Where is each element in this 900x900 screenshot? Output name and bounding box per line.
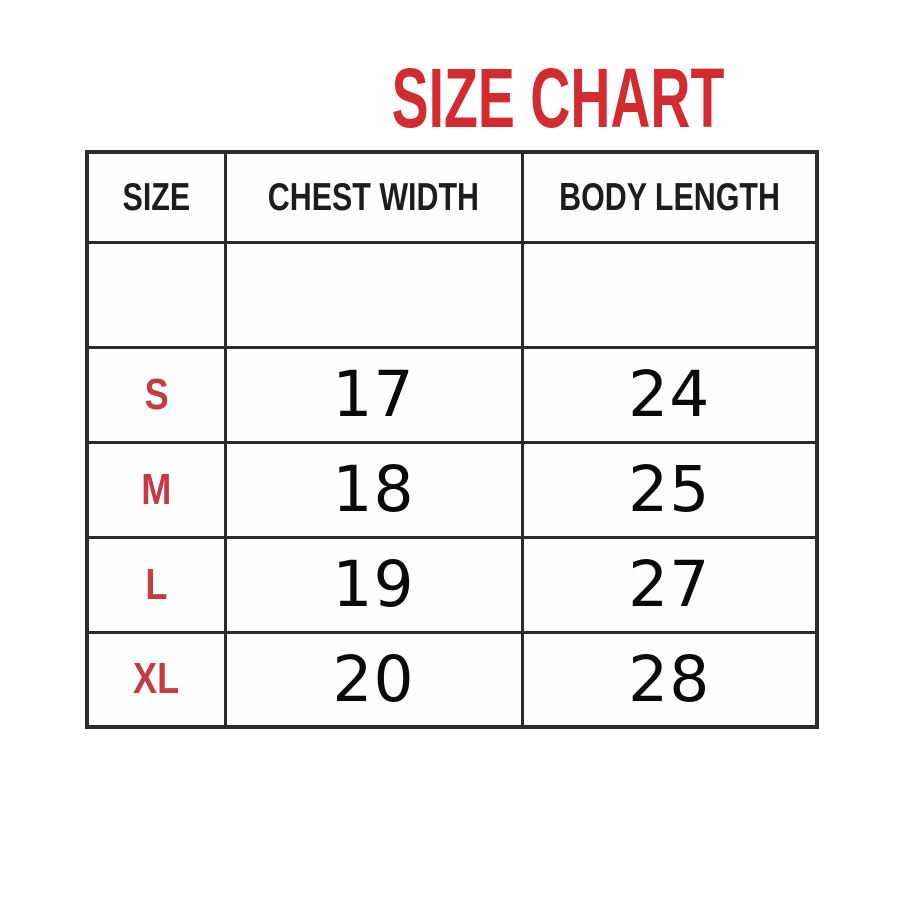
spacer-row bbox=[85, 240, 819, 349]
size-label-cell: XL bbox=[85, 630, 227, 729]
chest-width-value: 17 bbox=[223, 345, 524, 444]
spacer-cell bbox=[223, 240, 524, 349]
size-label-cell: L bbox=[85, 535, 227, 634]
column-header-size: SIZE bbox=[85, 150, 227, 244]
chest-width-value: 18 bbox=[223, 440, 524, 539]
size-chart-table: SIZE CHEST WIDTH BODY LENGTH S 17 bbox=[85, 150, 819, 729]
body-length-value: 28 bbox=[520, 630, 819, 729]
column-header-chest-width: CHEST WIDTH bbox=[223, 150, 524, 244]
size-label-cell: S bbox=[85, 345, 227, 444]
table-row-s: S 17 24 bbox=[85, 345, 819, 444]
column-header-chest-width-label: CHEST WIDTH bbox=[267, 175, 480, 219]
body-length-value: 25 bbox=[520, 440, 819, 539]
table-row-l: L 19 27 bbox=[85, 535, 819, 634]
size-label: S bbox=[144, 369, 169, 419]
size-label: XL bbox=[133, 654, 180, 704]
body-length-value: 24 bbox=[520, 345, 819, 444]
table-row-xl: XL 20 28 bbox=[85, 630, 819, 729]
page-title-text: SIZE CHART bbox=[391, 51, 725, 145]
chest-width-value: 20 bbox=[223, 630, 524, 729]
size-label-cell: M bbox=[85, 440, 227, 539]
column-header-size-label: SIZE bbox=[122, 175, 191, 219]
body-length-value: 27 bbox=[520, 535, 819, 634]
size-label: L bbox=[145, 559, 168, 609]
column-header-body-length-label: BODY LENGTH bbox=[558, 175, 780, 219]
spacer-cell bbox=[520, 240, 819, 349]
table-row-m: M 18 25 bbox=[85, 440, 819, 539]
column-header-body-length: BODY LENGTH bbox=[520, 150, 819, 244]
size-label: M bbox=[141, 464, 172, 514]
spacer-cell bbox=[85, 240, 227, 349]
table-header-row: SIZE CHEST WIDTH BODY LENGTH bbox=[85, 150, 819, 244]
chest-width-value: 19 bbox=[223, 535, 524, 634]
page-title: SIZE CHART bbox=[0, 56, 900, 140]
